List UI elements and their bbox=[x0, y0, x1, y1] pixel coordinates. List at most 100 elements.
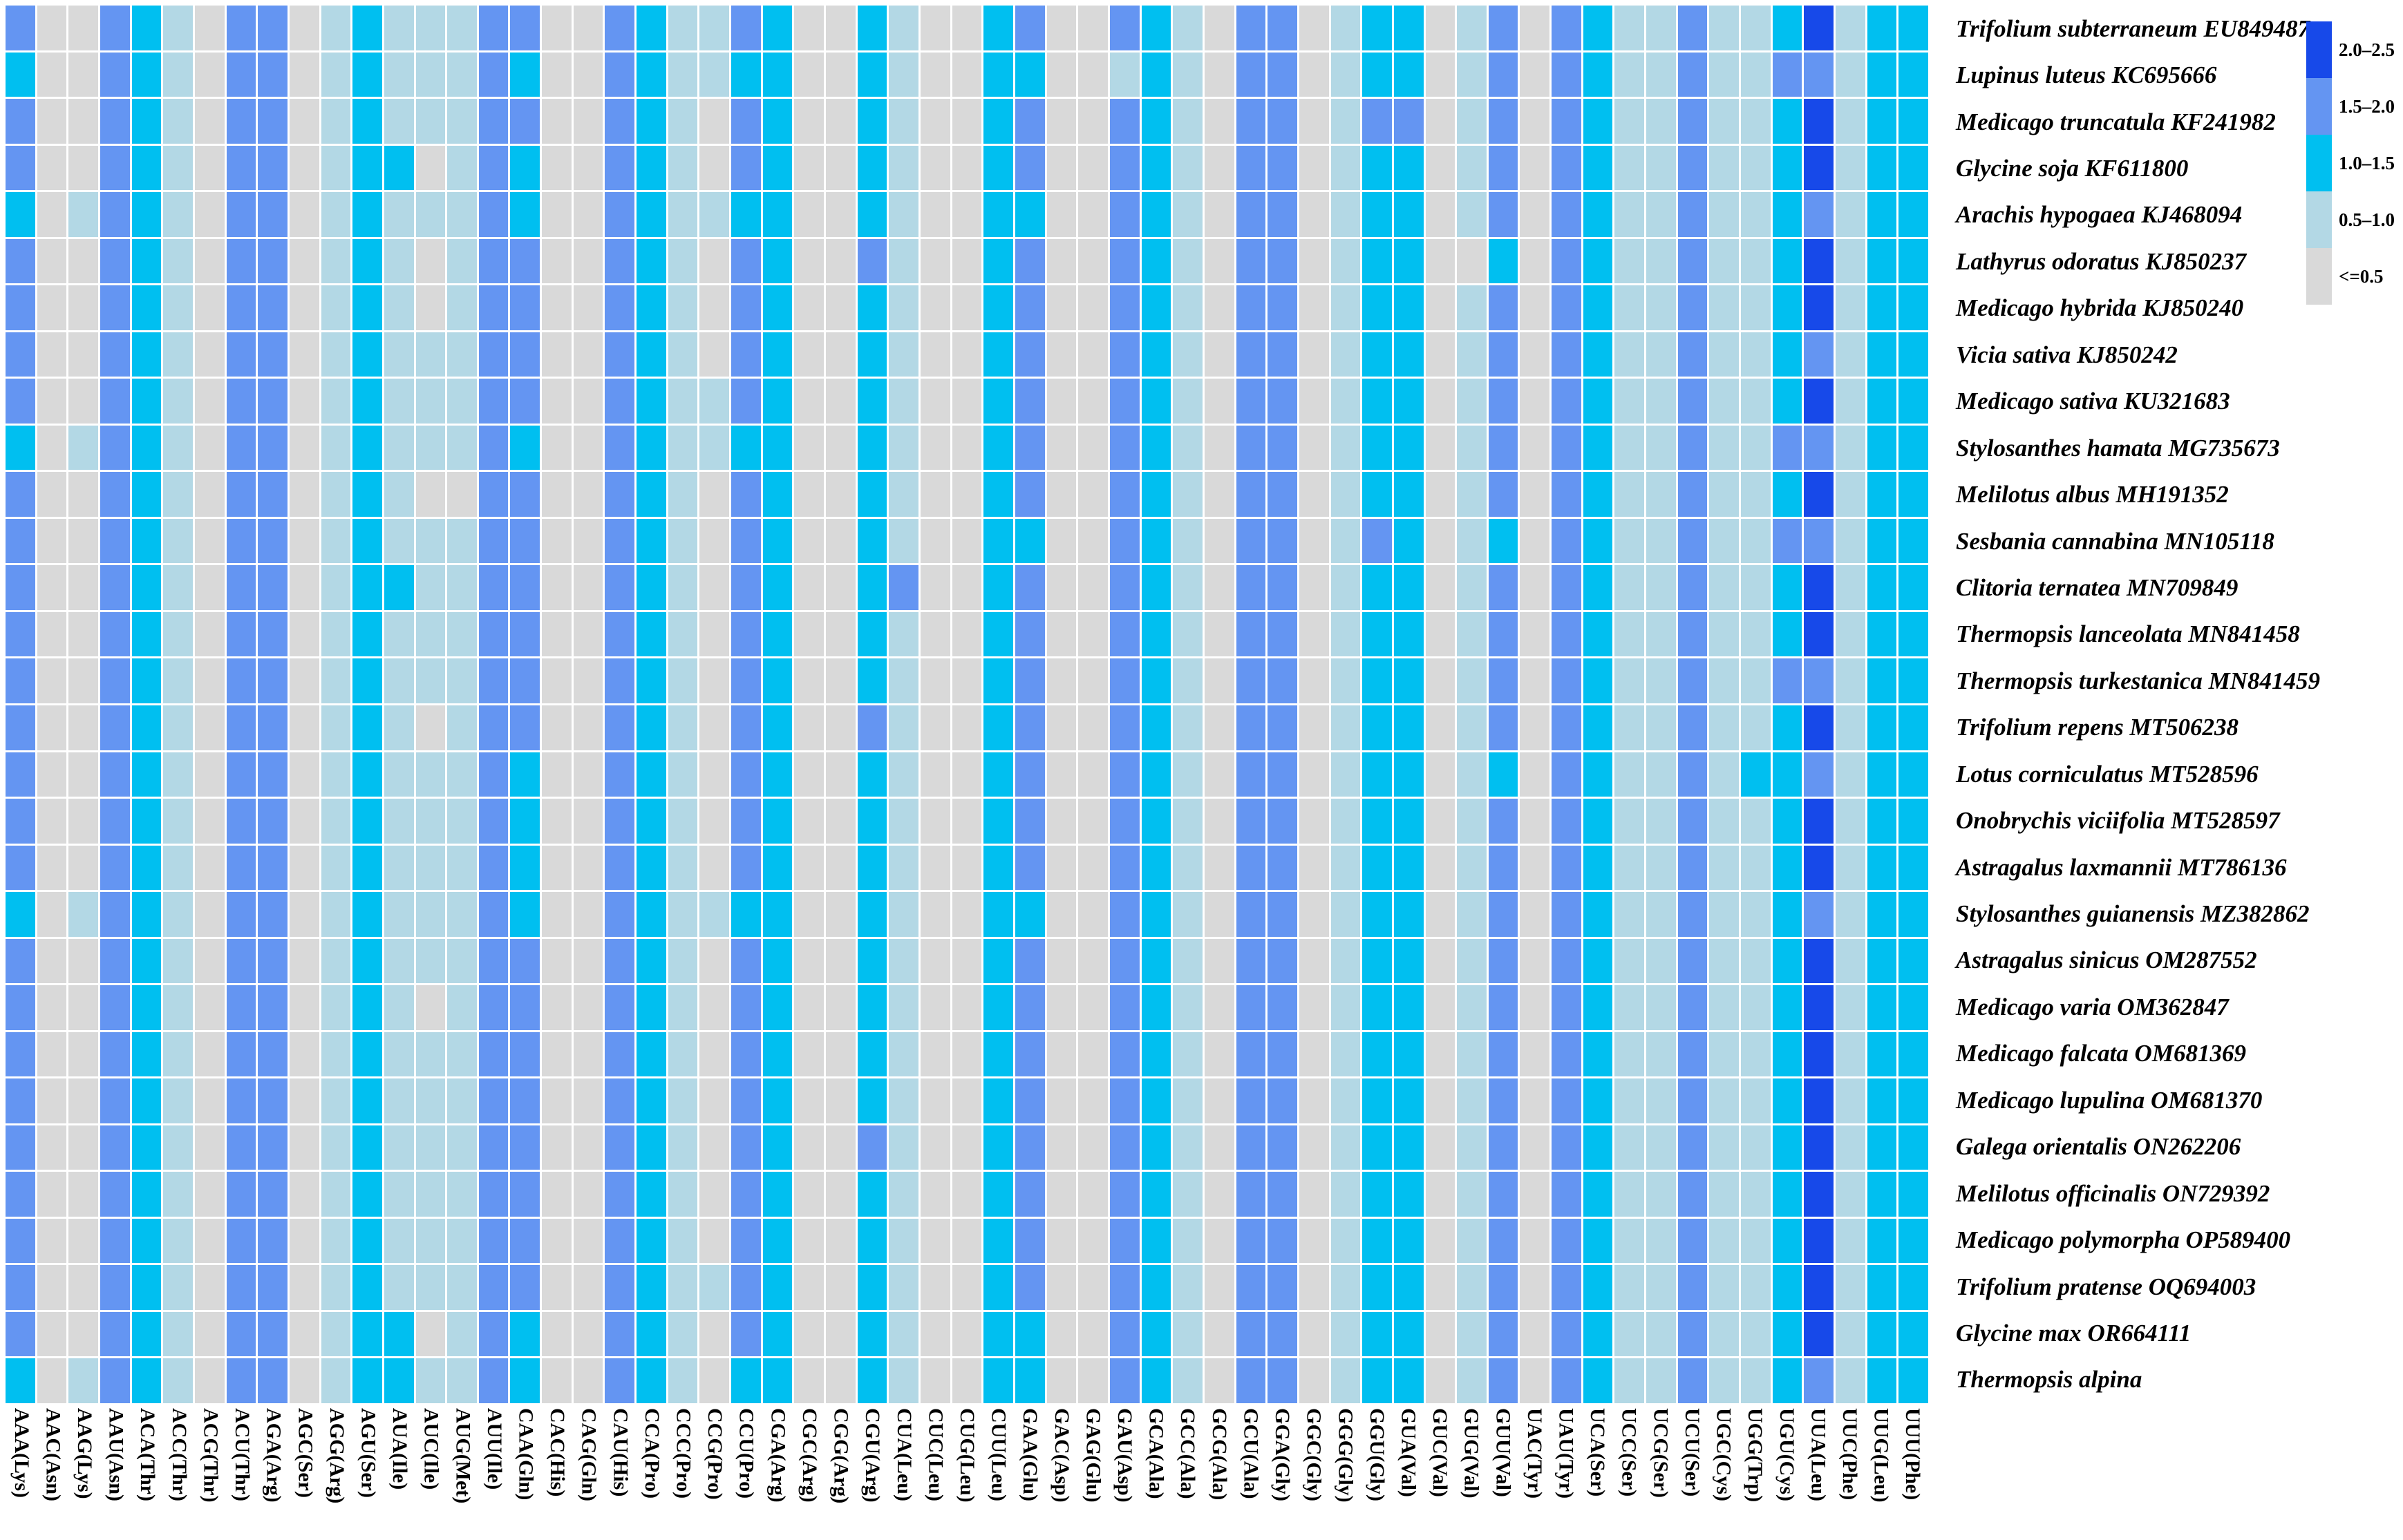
heatmap-cell bbox=[321, 425, 351, 470]
heatmap-cell bbox=[1614, 1358, 1645, 1403]
heatmap-cell bbox=[1299, 1172, 1329, 1217]
column-label-text: UGU(Cys) bbox=[1775, 1408, 1798, 1501]
heatmap-cell bbox=[1457, 192, 1487, 237]
heatmap-cell bbox=[289, 192, 319, 237]
heatmap-cell bbox=[1268, 799, 1297, 844]
row-label: Trifolium repens MT506238 bbox=[1956, 714, 2239, 741]
heatmap-cell bbox=[1836, 99, 1865, 144]
heatmap-cell bbox=[226, 425, 256, 470]
heatmap-cell bbox=[226, 99, 256, 144]
heatmap-cell bbox=[1709, 752, 1740, 797]
heatmap-cell bbox=[1709, 845, 1740, 891]
heatmap-cell bbox=[226, 799, 256, 844]
heatmap-cell bbox=[699, 565, 730, 610]
heatmap-cell bbox=[1583, 1311, 1613, 1357]
heatmap-cell bbox=[889, 611, 919, 657]
column-label-text: GUU(Val) bbox=[1491, 1408, 1515, 1497]
heatmap-cell bbox=[605, 845, 635, 891]
heatmap-cell bbox=[605, 1265, 635, 1310]
row-label: Lupinus luteus KC695666 bbox=[1956, 61, 2217, 89]
heatmap-cell bbox=[1836, 1358, 1865, 1403]
heatmap-cell bbox=[510, 985, 540, 1030]
heatmap-cell bbox=[1078, 985, 1108, 1030]
heatmap-cell bbox=[731, 611, 761, 657]
heatmap-cell bbox=[1898, 99, 1928, 144]
column-label-text: CAG(Gln) bbox=[577, 1408, 601, 1501]
heatmap-cell bbox=[100, 1125, 130, 1170]
heatmap-cell bbox=[321, 285, 351, 330]
heatmap-cell bbox=[794, 99, 824, 144]
heatmap-cell bbox=[384, 892, 414, 937]
heatmap-cell bbox=[37, 892, 67, 937]
heatmap-cell bbox=[1109, 799, 1140, 844]
heatmap-cell bbox=[699, 752, 730, 797]
heatmap-cell bbox=[6, 1358, 35, 1403]
heatmap-cell bbox=[1204, 332, 1234, 377]
heatmap-cell bbox=[1520, 611, 1550, 657]
heatmap-cell bbox=[1520, 332, 1550, 377]
heatmap-cell bbox=[510, 892, 540, 937]
heatmap-cell bbox=[1583, 192, 1613, 237]
heatmap-cell bbox=[762, 99, 793, 144]
column-label: ACU(Thr) bbox=[226, 1408, 258, 1536]
heatmap-cell bbox=[983, 1265, 1013, 1310]
heatmap-cell bbox=[1204, 379, 1234, 424]
heatmap-cell bbox=[1520, 472, 1550, 517]
heatmap-cell bbox=[826, 565, 856, 610]
heatmap-cell bbox=[68, 1078, 98, 1123]
heatmap-cell bbox=[6, 379, 35, 424]
heatmap-cell bbox=[100, 145, 130, 191]
heatmap-cell bbox=[100, 1265, 130, 1310]
heatmap-cell bbox=[1488, 1218, 1518, 1264]
heatmap-cell bbox=[1583, 658, 1613, 703]
heatmap-cell bbox=[1614, 1265, 1645, 1310]
heatmap-cell bbox=[1646, 192, 1676, 237]
heatmap-cell bbox=[1425, 705, 1455, 750]
heatmap-cell bbox=[1804, 52, 1834, 97]
heatmap-cell bbox=[321, 752, 351, 797]
heatmap-cell bbox=[131, 472, 162, 517]
heatmap-cell bbox=[258, 425, 288, 470]
heatmap-cell bbox=[478, 938, 509, 984]
heatmap-cell bbox=[321, 892, 351, 937]
heatmap-cell bbox=[762, 1265, 793, 1310]
heatmap-cell bbox=[194, 752, 225, 797]
heatmap-cell bbox=[226, 1358, 256, 1403]
heatmap-cell bbox=[1141, 705, 1171, 750]
heatmap-cell bbox=[668, 1265, 698, 1310]
heatmap-cell bbox=[1520, 799, 1550, 844]
heatmap-cell bbox=[573, 332, 603, 377]
heatmap-cell bbox=[131, 1358, 162, 1403]
heatmap-cell bbox=[258, 379, 288, 424]
heatmap-cell bbox=[1109, 845, 1140, 891]
heatmap-cell bbox=[1173, 845, 1203, 891]
heatmap-cell bbox=[1488, 1078, 1518, 1123]
heatmap-cell bbox=[1488, 1265, 1518, 1310]
heatmap-cell bbox=[1362, 892, 1392, 937]
heatmap-cell bbox=[415, 472, 446, 517]
heatmap-cell bbox=[321, 985, 351, 1030]
column-label-text: GUA(Val) bbox=[1397, 1408, 1420, 1497]
heatmap-cell bbox=[1078, 1311, 1108, 1357]
heatmap-cell bbox=[952, 145, 982, 191]
heatmap-cell bbox=[1488, 799, 1518, 844]
heatmap-cell bbox=[1488, 332, 1518, 377]
heatmap-cell bbox=[415, 611, 446, 657]
heatmap-cell bbox=[826, 472, 856, 517]
column-label-text: GAU(Asp) bbox=[1113, 1408, 1137, 1503]
heatmap-cell bbox=[762, 705, 793, 750]
heatmap-cell bbox=[826, 1358, 856, 1403]
heatmap-cell bbox=[1804, 145, 1834, 191]
heatmap-cell bbox=[1457, 799, 1487, 844]
heatmap-cell bbox=[1141, 565, 1171, 610]
heatmap-cell bbox=[258, 752, 288, 797]
heatmap-cell bbox=[447, 1265, 477, 1310]
heatmap-cell bbox=[37, 985, 67, 1030]
heatmap-cell bbox=[1804, 752, 1834, 797]
heatmap-cell bbox=[1804, 285, 1834, 330]
heatmap-cell bbox=[1614, 1311, 1645, 1357]
heatmap-cell bbox=[889, 332, 919, 377]
heatmap-cell bbox=[857, 145, 887, 191]
heatmap-cell bbox=[321, 1265, 351, 1310]
heatmap-cell bbox=[384, 611, 414, 657]
